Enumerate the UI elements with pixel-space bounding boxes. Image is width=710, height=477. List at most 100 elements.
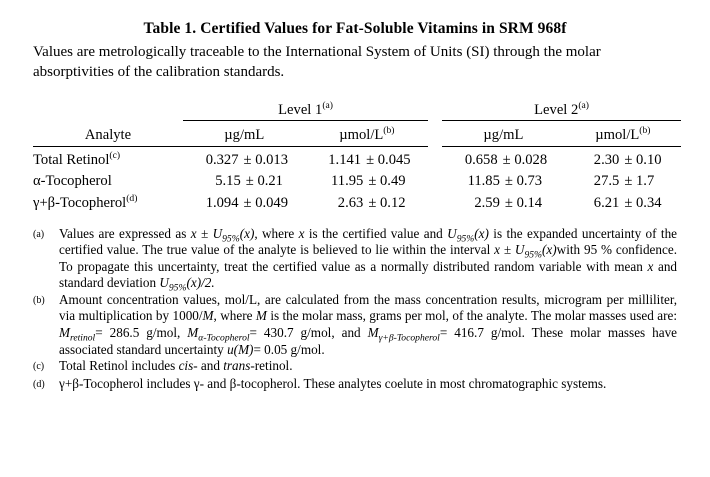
cell-level1-ug-ml: 1.094 ± 0.049 <box>183 190 306 212</box>
footnote-c-body: Total Retinol includes cis- and trans-re… <box>59 358 677 375</box>
analyte-footnote-marker: (d) <box>126 192 138 204</box>
fn-b-m-gamma-val: = 416.7 g/mol. <box>439 325 525 341</box>
fn-c-text-2: and <box>200 358 220 374</box>
fn-b-m-alpha-var: M <box>187 325 199 341</box>
fn-b-u-var: u <box>227 341 234 357</box>
footnote-a: (a) Values are expressed as x ± U95%(x),… <box>33 225 677 294</box>
value: 2.30 <box>593 151 620 168</box>
footnotes-section: (a) Values are expressed as x ± U95%(x),… <box>33 226 677 394</box>
fn-a-var-x2: x <box>647 258 654 274</box>
fn-c-ital-trans: trans- <box>223 358 255 374</box>
fn-a-expr4-main: U <box>159 275 169 291</box>
column-header-level2-ug-ml: µg/mL <box>442 120 565 147</box>
table-subheader-row: Analyte µg/mL µmol/L(b) µg/mL µmol/L(b) <box>33 120 681 147</box>
cell-level2-ug-ml: 11.85 ± 0.73 <box>442 169 565 191</box>
uncertainty: ± 0.028 <box>502 151 548 168</box>
fn-b-u-expr: u(M) <box>227 342 253 357</box>
subheader-gap <box>428 121 442 147</box>
footnote-c-marker: (c) <box>33 361 45 373</box>
fn-b-m-retinol-val: = 286.5 g/mol, <box>95 325 181 341</box>
level1-umol-label: µmol/L <box>339 127 384 143</box>
analyte-label: Total Retinol <box>33 151 110 168</box>
fn-a-expr3-main: x ± U <box>494 242 525 258</box>
fn-a-text-1: Values are expressed as <box>59 225 187 241</box>
fn-c-ital-cis: cis- <box>178 358 198 374</box>
cell-level1-ug-ml: 5.15 ± 0.21 <box>183 169 306 191</box>
fn-b-m-alpha-val: = 430.7 g/mol, <box>249 325 335 341</box>
row-gap <box>428 169 442 191</box>
value: 2.63 <box>337 194 364 211</box>
fn-a-expr2-main: U <box>447 225 457 241</box>
value: 1.094 <box>205 194 239 211</box>
uncertainty: ± 0.045 <box>366 151 411 168</box>
cell-level2-umol-l: 6.21 ± 0.34 <box>565 190 681 212</box>
footnote-d: (d) γ+β-Tocopherol includes γ- and β-toc… <box>33 376 677 394</box>
row-gap <box>428 190 442 212</box>
level-1-label: Level 1 <box>278 102 323 118</box>
value: 11.85 <box>467 173 500 189</box>
fn-a-expr2-sub: 95% <box>456 233 475 245</box>
level2-umol-marker: (b) <box>639 125 651 137</box>
fn-b-text-4: These molar masses have associated stand… <box>59 325 678 357</box>
table-row: α-Tocopherol 5.15 ± 0.21 11.95 ± 0.49 11.8… <box>33 169 681 191</box>
fn-c-text-3: retinol. <box>254 358 293 374</box>
uncertainty: ± 0.49 <box>368 173 406 189</box>
uncertainty: ± 0.12 <box>368 194 406 211</box>
value: 0.327 <box>205 151 239 168</box>
fn-a-expr-2: U95%(x) <box>447 225 489 245</box>
fn-a-text-3: is the certified value and <box>308 225 443 241</box>
fn-a-expr3-tail: (x) <box>542 242 557 258</box>
spanner-analyte-blank <box>33 98 183 121</box>
fn-a-expr-4: U95%(x)/2. <box>159 275 214 293</box>
fn-a-expr1-tail: (x) <box>239 225 255 241</box>
footnote-b: (b) Amount concentration values, mol/L, … <box>33 292 677 358</box>
footnote-a-marker: (a) <box>33 228 45 240</box>
footnote-d-body: γ+β-Tocopherol includes γ- and β-tocophe… <box>59 375 607 391</box>
uncertainty: ± 0.73 <box>504 173 543 189</box>
fn-b-text-3: is the molar mass, grams per mol, of the… <box>270 308 678 324</box>
row-analyte-name: α-Tocopherol <box>33 169 183 191</box>
table-row: γ+β-Tocopherol(d) 1.094 ± 0.049 2.63 ± 0.1… <box>33 190 681 212</box>
value: 5.15 <box>215 173 241 189</box>
analyte-footnote-marker: (c) <box>109 149 121 161</box>
fn-a-expr1-main: x ± U <box>190 225 223 241</box>
row-gap <box>428 147 442 169</box>
fn-b-m-alpha: Mα-Tocopherol <box>187 325 249 343</box>
column-header-level1-ug-ml: µg/mL <box>183 120 306 147</box>
fn-a-expr-3: x ± U95%(x) <box>494 242 557 260</box>
table-row: Total Retinol(c) 0.327 ± 0.013 1.141 ± 0.0… <box>33 147 681 169</box>
column-header-level1-umol-l: µmol/L(b) <box>305 120 429 147</box>
fn-b-u-val: = 0.05 g/mol. <box>253 341 325 357</box>
fn-b-m-alpha-sub: α-Tocopherol <box>198 332 250 344</box>
fn-a-expr1-sub: 95% <box>222 233 240 245</box>
footnote-c: (c) Total Retinol includes cis- and tran… <box>33 358 677 376</box>
fn-b-m-retinol-sub: retinol <box>70 332 96 344</box>
cell-level1-umol-l: 2.63 ± 0.12 <box>306 190 429 212</box>
fn-b-m-gamma: Mγ+β-Tocopherol <box>367 325 440 343</box>
fn-a-var-x: x <box>298 225 305 241</box>
fn-a-expr3-sub: 95% <box>524 249 543 261</box>
uncertainty: ± 0.049 <box>243 194 289 211</box>
fn-b-var-M2: M <box>255 308 267 324</box>
level-2-marker: (a) <box>578 100 589 112</box>
row-analyte-name: Total Retinol(c) <box>33 147 183 169</box>
level2-umol-label: µmol/L <box>595 127 640 143</box>
fn-b-and: and <box>341 325 361 341</box>
fn-c-text-1: Total Retinol includes <box>59 358 176 374</box>
value: 2.59 <box>474 194 500 211</box>
uncertainty: ± 1.7 <box>624 173 655 189</box>
cell-level1-umol-l: 1.141 ± 0.045 <box>306 147 429 169</box>
value: 1.141 <box>328 151 362 168</box>
footnote-a-body: Values are expressed as x ± U95%(x), whe… <box>59 225 677 294</box>
uncertainty: ± 0.34 <box>624 194 662 211</box>
fn-a-text-5: with 95 % confidence. To propagate this … <box>59 242 677 274</box>
column-header-level2-umol-l: µmol/L(b) <box>564 120 681 147</box>
uncertainty: ± 0.21 <box>245 173 283 189</box>
fn-b-m-gamma-var: M <box>367 325 379 341</box>
fn-b-m-gamma-sub: γ+β-Tocopherol <box>378 332 440 344</box>
cell-level2-umol-l: 27.5 ± 1.7 <box>565 169 681 191</box>
row-analyte-name: γ+β-Tocopherol(d) <box>33 190 183 212</box>
uncertainty: ± 0.10 <box>624 151 662 168</box>
fn-b-m-retinol-var: M <box>59 325 70 341</box>
